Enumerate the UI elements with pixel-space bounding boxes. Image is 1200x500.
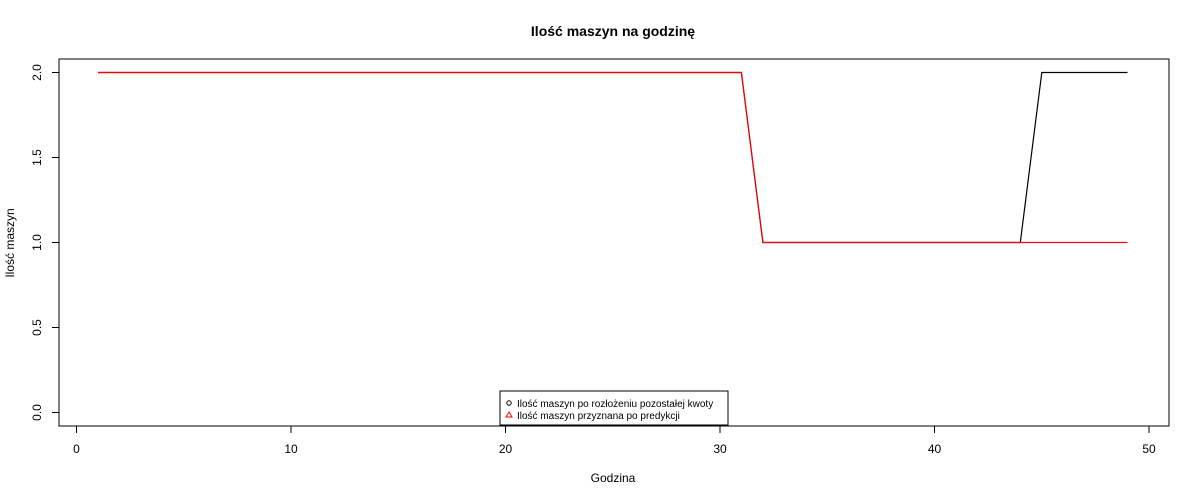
series-line-1 <box>98 71 1128 244</box>
x-tick-label: 40 <box>928 442 942 456</box>
y-axis: 0.0 0.5 1.0 1.5 2.0 <box>30 64 60 421</box>
x-tick-label: 50 <box>1142 442 1156 456</box>
y-axis-label: Ilość maszyn <box>3 208 17 277</box>
y-tick-label: 0.5 <box>30 319 44 336</box>
y-tick-label: 1.0 <box>30 234 44 251</box>
x-axis: 0 10 20 30 40 50 <box>73 425 1156 456</box>
legend-circle-marker <box>506 400 512 406</box>
x-tick-label: 30 <box>713 442 727 456</box>
x-tick-label: 0 <box>73 442 80 456</box>
x-axis-label: Godzina <box>591 471 636 485</box>
legend-box <box>499 390 729 426</box>
y-tick-label: 1.5 <box>30 149 44 166</box>
legend: Ilość maszyn po rozłożeniu pozostałej kw… <box>499 390 729 426</box>
chart-title: Ilość maszyn na godzinę <box>531 23 695 39</box>
legend-item-series-2: Ilość maszyn przyznana po predykcji <box>517 411 680 422</box>
series-layer <box>98 71 1128 244</box>
y-tick-label: 2.0 <box>30 64 44 81</box>
series-line-2 <box>98 71 1128 244</box>
x-tick-label: 20 <box>499 442 513 456</box>
y-tick-label: 0.0 <box>30 404 44 421</box>
x-tick-label: 10 <box>284 442 298 456</box>
legend-triangle-marker <box>505 411 513 418</box>
legend-item-series-1: Ilość maszyn po rozłożeniu pozostałej kw… <box>517 399 713 410</box>
